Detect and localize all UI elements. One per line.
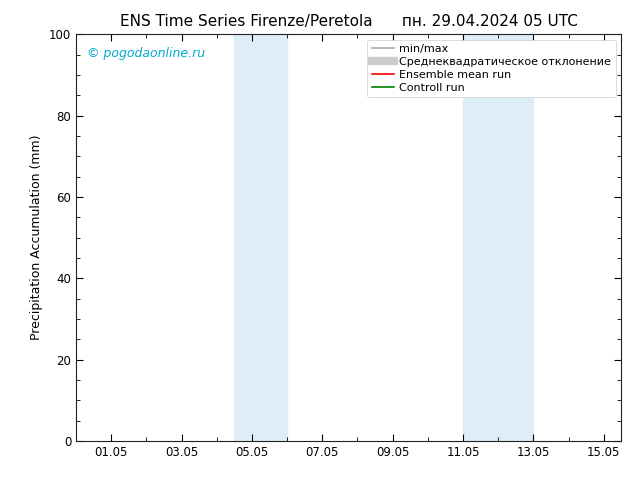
Bar bbox=[463, 34, 533, 441]
Bar bbox=[235, 34, 287, 441]
Text: © pogodaonline.ru: © pogodaonline.ru bbox=[87, 47, 205, 59]
Title: ENS Time Series Firenze/Peretola      пн. 29.04.2024 05 UTC: ENS Time Series Firenze/Peretola пн. 29.… bbox=[120, 14, 578, 29]
Y-axis label: Precipitation Accumulation (mm): Precipitation Accumulation (mm) bbox=[30, 135, 43, 341]
Legend: min/max, Среднеквадратическое отклонение, Ensemble mean run, Controll run: min/max, Среднеквадратическое отклонение… bbox=[367, 40, 616, 97]
